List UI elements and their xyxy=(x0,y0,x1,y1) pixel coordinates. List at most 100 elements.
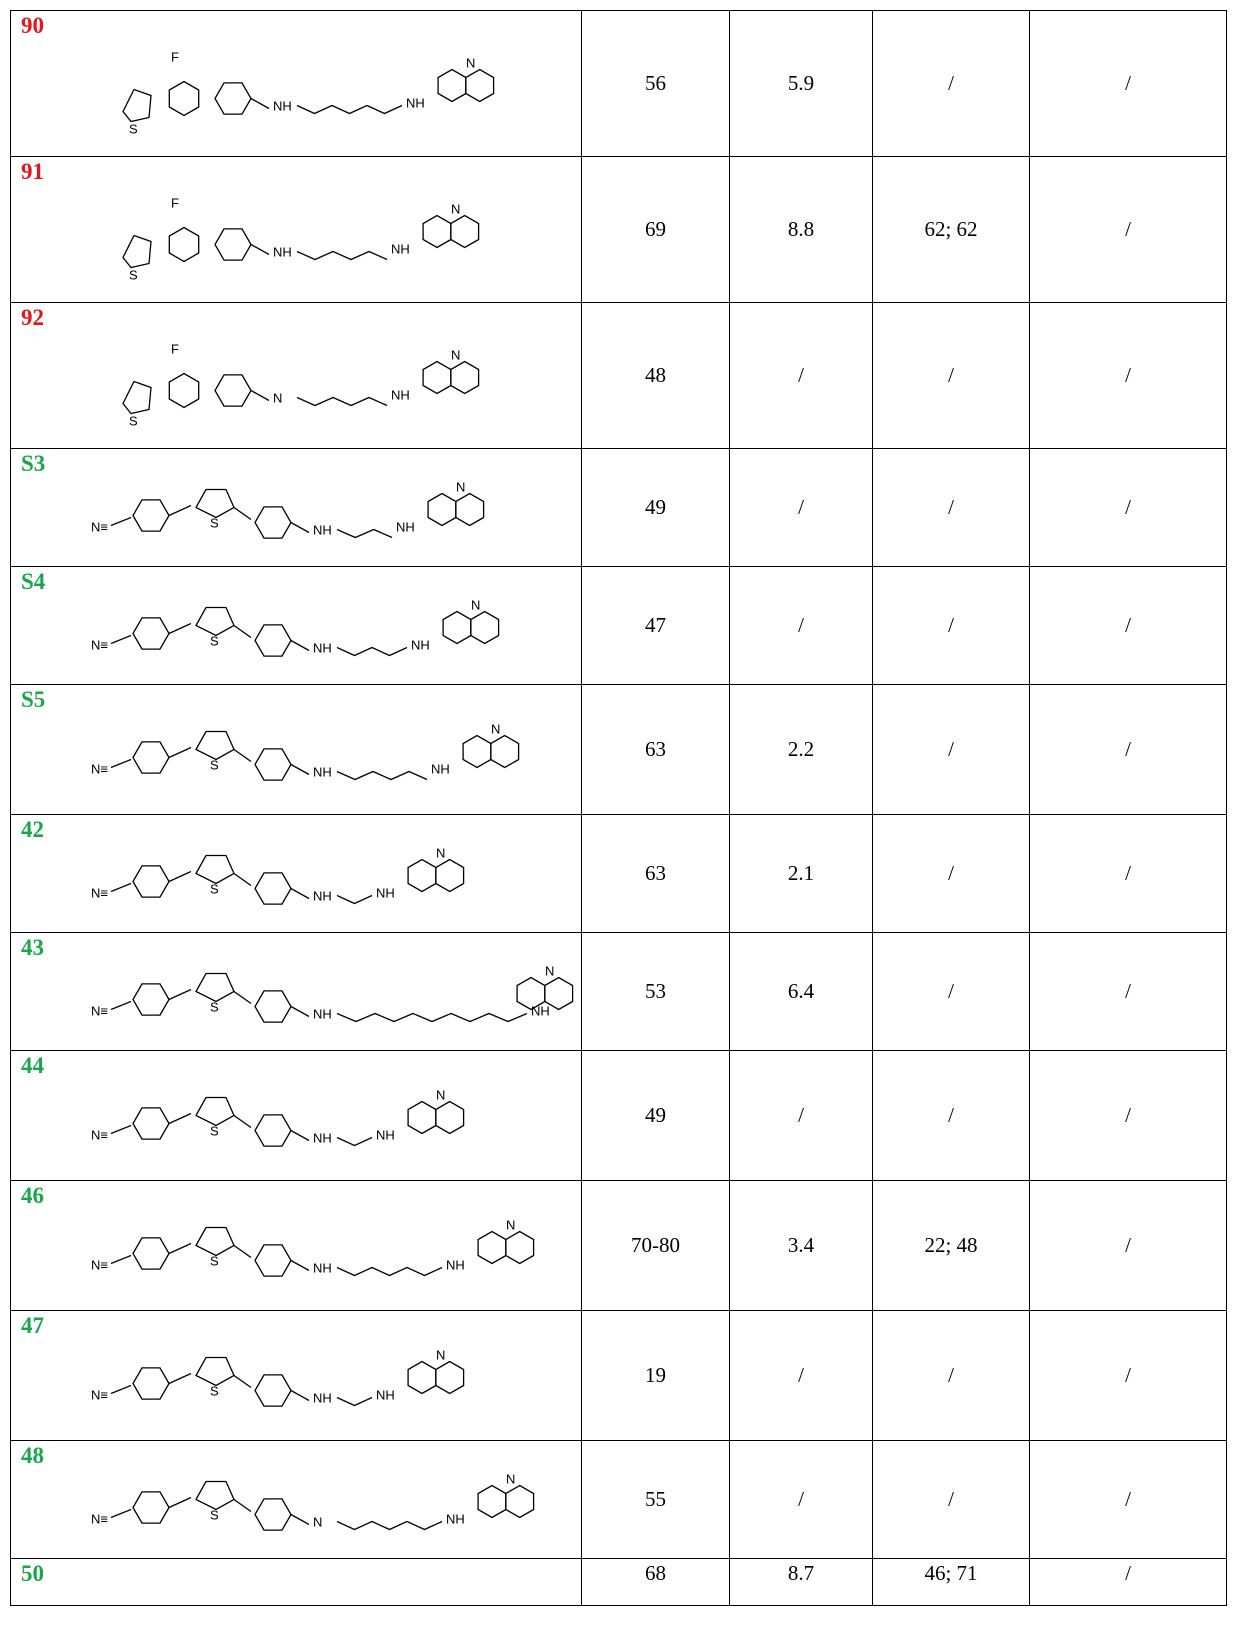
pyridine-ring-icon xyxy=(442,610,472,645)
value-cell-col4: / xyxy=(1029,302,1227,449)
alkyl-chain-icon xyxy=(296,396,388,407)
nitrile-label: N≡ xyxy=(91,1128,108,1143)
phenyl-ring-icon xyxy=(254,1498,292,1531)
structure-cell: 47 N≡ S NH NH N xyxy=(10,1310,582,1441)
sulfur-label: S xyxy=(129,414,138,429)
benzo-ring-icon xyxy=(544,976,574,1011)
phenyl-ring-icon xyxy=(214,374,252,407)
phenyl-ring-icon xyxy=(254,1244,292,1277)
amine-label: N xyxy=(313,1515,322,1530)
thiophene-ring-icon xyxy=(195,1226,235,1257)
chemical-structure: N≡ S NH NH N xyxy=(91,480,485,539)
compound-id: 44 xyxy=(21,1053,44,1078)
sulfur-label: S xyxy=(210,516,219,531)
benzo-ring-icon xyxy=(465,68,495,103)
value-cell-col1: 63 xyxy=(581,814,730,933)
fluorine-label: F xyxy=(171,50,179,65)
phenyl-ring-icon xyxy=(132,1237,170,1270)
alkyl-chain-icon xyxy=(336,528,393,539)
table-row: S3 N≡ S NH NH N 49// / xyxy=(10,448,1227,567)
compound-id: 50 xyxy=(21,1561,44,1586)
value-cell-col3: / xyxy=(872,932,1030,1051)
value-cell-col1: 53 xyxy=(581,932,730,1051)
phenyl-ring-icon xyxy=(254,1114,292,1147)
chemical-structure: N≡ S NH NH N xyxy=(91,1088,465,1147)
quinoline-n-label: N xyxy=(491,722,500,737)
compound-id: 48 xyxy=(21,1443,44,1468)
table-row: 50 68 8.7 46; 71/ xyxy=(10,1558,1227,1606)
amine-label: NH xyxy=(313,889,332,904)
pyridine-ring-icon xyxy=(407,1100,437,1135)
value-cell-col3: / xyxy=(872,814,1030,933)
phenyl-ring-icon xyxy=(254,990,292,1023)
benzo-ring-icon xyxy=(455,492,485,527)
amine-label: NH xyxy=(376,1388,395,1403)
nitrile-label: N≡ xyxy=(91,1388,108,1403)
alkyl-chain-icon xyxy=(336,894,373,905)
benzo-ring-icon xyxy=(490,734,520,769)
table-row: S4 N≡ S NH NH N 47// / xyxy=(10,566,1227,685)
benzo-ring-icon xyxy=(470,610,500,645)
compound-table: 90 S F NH NH N 56 5.9//91 S F NH NH N 69 8.8 62; 62/92 S… xyxy=(10,10,1227,1606)
value-cell-col2: 2.2 xyxy=(729,684,873,815)
amine-label: NH xyxy=(396,520,415,535)
benzene-ring-icon xyxy=(168,80,200,117)
phenyl-ring-icon xyxy=(132,499,170,532)
fluorine-label: F xyxy=(171,196,179,211)
nitrile-label: N≡ xyxy=(91,638,108,653)
nitrile-label: N≡ xyxy=(91,886,108,901)
thiophene-ring-icon xyxy=(195,606,235,637)
table-row: 43 N≡ S NH NH N 53 6.4// xyxy=(10,932,1227,1051)
quinoline-n-label: N xyxy=(471,598,480,613)
amine-label: NH xyxy=(313,765,332,780)
alkyl-chain-icon xyxy=(336,1520,443,1531)
value-cell-col2: 2.1 xyxy=(729,814,873,933)
sulfur-label: S xyxy=(210,758,219,773)
thiophene-ring-icon xyxy=(195,1356,235,1387)
value-cell-col3: / xyxy=(872,448,1030,567)
phenyl-ring-icon xyxy=(132,741,170,774)
value-cell-col4: / xyxy=(1029,1440,1227,1559)
alkyl-chain-icon xyxy=(336,1136,373,1147)
structure-cell: 50 xyxy=(10,1558,582,1606)
phenyl-ring-icon xyxy=(254,748,292,781)
phenyl-ring-icon xyxy=(132,983,170,1016)
value-cell-col1: 55 xyxy=(581,1440,730,1559)
value-cell-col2: / xyxy=(729,302,873,449)
structure-cell: 92 S F N NH N xyxy=(10,302,582,449)
value-cell-col3: 46; 71 xyxy=(872,1558,1030,1606)
amine-label: NH xyxy=(411,638,430,653)
thiophene-ring-icon xyxy=(195,972,235,1003)
sulfur-label: S xyxy=(210,1254,219,1269)
benzo-ring-icon xyxy=(435,1100,465,1135)
sulfur-label: S xyxy=(129,268,138,283)
value-cell-col4: / xyxy=(1029,1558,1227,1606)
sulfur-label: S xyxy=(210,882,219,897)
thiophene-ring-icon xyxy=(195,488,235,519)
value-cell-col4: / xyxy=(1029,684,1227,815)
value-cell-col1: 68 xyxy=(581,1558,730,1606)
benzo-ring-icon xyxy=(505,1230,535,1265)
value-cell-col3: 22; 48 xyxy=(872,1180,1030,1311)
benzene-ring-icon xyxy=(168,372,200,409)
chemical-structure: N≡ S NH NH N xyxy=(91,1218,535,1277)
sulfur-label: S xyxy=(210,1384,219,1399)
phenyl-ring-icon xyxy=(254,872,292,905)
thiophene-ring-icon xyxy=(195,854,235,885)
value-cell-col3: / xyxy=(872,684,1030,815)
value-cell-col2: / xyxy=(729,566,873,685)
sulfur-label: S xyxy=(210,634,219,649)
value-cell-col2: / xyxy=(729,448,873,567)
structure-cell: 44 N≡ S NH NH N xyxy=(10,1050,582,1181)
pyridine-ring-icon xyxy=(407,858,437,893)
quinoline-n-label: N xyxy=(506,1472,515,1487)
value-cell-col3: / xyxy=(872,1440,1030,1559)
sulfur-label: S xyxy=(210,1508,219,1523)
table-row: 42 N≡ S NH NH N 63 2.1// xyxy=(10,814,1227,933)
thiophene-ring-icon xyxy=(122,234,152,269)
structure-cell: 43 N≡ S NH NH N xyxy=(10,932,582,1051)
amine-label: NH xyxy=(313,1391,332,1406)
alkyl-chain-icon xyxy=(336,1012,528,1023)
chemical-structure: N≡ S N NH N xyxy=(91,1472,535,1531)
phenyl-ring-icon xyxy=(132,1367,170,1400)
